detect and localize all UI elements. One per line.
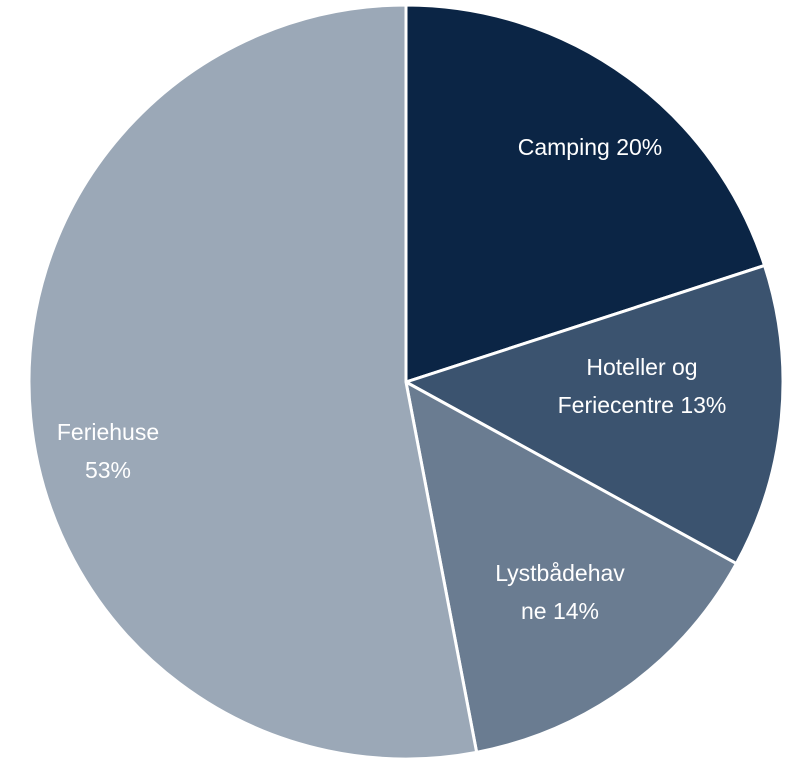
slice-label: Feriehuse 53%	[43, 413, 173, 489]
value-label: 53%	[84, 457, 132, 483]
slice-label: Camping 20%	[505, 128, 675, 166]
value-label: 13%	[680, 392, 727, 418]
pie-slice	[404, 3, 767, 384]
category-label: Feriehuse	[56, 419, 160, 445]
slice-label: Hoteller og Feriecentre 13%	[535, 348, 750, 424]
value-label: 14%	[552, 598, 600, 624]
pie-slice	[404, 380, 738, 754]
category-label: Hoteller og Feriecentre	[557, 354, 698, 418]
slice-label: Lystbådehavne 14%	[493, 554, 628, 630]
category-label: Lystbådehavne	[495, 560, 625, 624]
value-label: 20%	[616, 134, 663, 160]
category-label: Camping	[517, 134, 610, 160]
pie-slice	[404, 264, 785, 566]
pie-slice	[27, 3, 479, 758]
